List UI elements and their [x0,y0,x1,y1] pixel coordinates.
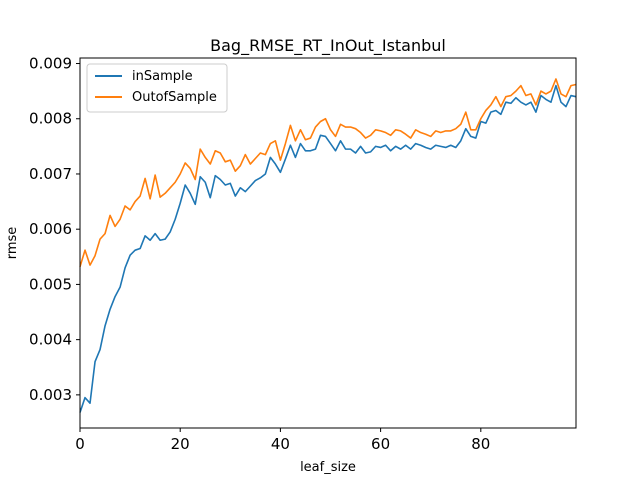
x-axis-ticks: 0 20 40 60 80 [75,428,490,453]
x-tick-label: 60 [371,435,390,453]
x-axis-label: leaf_size [300,460,356,475]
y-tick-label: 0.006 [29,220,72,238]
series-line-insample [79,84,577,413]
y-tick-label: 0.009 [29,55,72,73]
y-axis-label: rmse [5,227,20,260]
x-tick-label: 80 [471,435,490,453]
y-tick-label: 0.004 [29,331,72,349]
y-tick-label: 0.008 [29,110,72,128]
plot-frame [79,57,577,429]
legend-label-outofsample: OutofSample [132,90,217,105]
y-tick-label: 0.003 [29,386,72,404]
x-tick-label: 20 [171,435,190,453]
y-tick-label: 0.005 [29,275,72,293]
y-axis-ticks: 0.003 0.004 0.005 0.006 0.007 0.008 0.009 [29,55,80,404]
legend-label-insample: inSample [132,69,193,84]
x-tick-label: 0 [75,435,85,453]
legend: inSample OutofSample [86,63,228,113]
y-tick-label: 0.007 [29,165,72,183]
series-line-outofsample [79,78,577,267]
plot-background [80,58,576,428]
chart-title: Bag_RMSE_RT_InOut_Istanbul [210,36,446,56]
x-tick-label: 40 [271,435,290,453]
series-layer [79,78,577,413]
